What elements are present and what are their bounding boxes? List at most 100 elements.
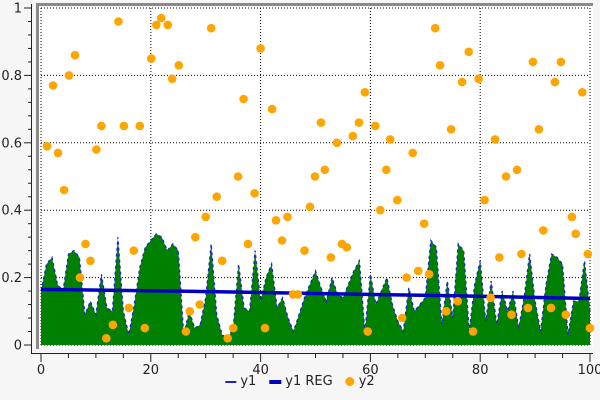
chart-legend: y1 y1 REG y2 bbox=[225, 374, 375, 389]
scatter-point-y2 bbox=[441, 307, 451, 316]
scatter-point-y2 bbox=[424, 269, 434, 279]
scatter-point-y2 bbox=[534, 125, 544, 134]
scatter-point-y2 bbox=[363, 327, 373, 336]
scatter-point-y2 bbox=[267, 104, 277, 114]
scatter-point-y2 bbox=[546, 303, 556, 313]
scatter-point-y2 bbox=[360, 88, 370, 97]
scatter-point-y2 bbox=[53, 148, 63, 158]
scatter-point-y2 bbox=[293, 290, 303, 299]
scatter-point-y2 bbox=[382, 165, 391, 175]
scatter-point-y2 bbox=[397, 313, 407, 323]
scatter-point-y2 bbox=[556, 57, 566, 67]
scatter-point-y2 bbox=[413, 266, 423, 276]
legend-label: y1 bbox=[240, 374, 257, 389]
scatter-point-y2 bbox=[124, 303, 134, 313]
scatter-point-y2 bbox=[578, 88, 587, 97]
scatter-point-y2 bbox=[453, 296, 463, 306]
scatter-point-y2 bbox=[585, 323, 595, 333]
scatter-point-y2 bbox=[217, 256, 227, 266]
scatter-point-y2 bbox=[135, 121, 145, 131]
scatter-point-y2 bbox=[501, 172, 511, 181]
x-tick-label: 0 bbox=[37, 363, 45, 378]
scatter-point-y2 bbox=[250, 189, 259, 198]
scatter-point-y2 bbox=[402, 273, 411, 282]
scatter-point-y2 bbox=[239, 94, 248, 104]
scatter-point-y2 bbox=[201, 212, 210, 222]
scatter-point-y2 bbox=[260, 323, 270, 333]
scatter-point-y2 bbox=[571, 229, 580, 239]
scatter-point-y2 bbox=[342, 243, 352, 252]
scatter-point-y2 bbox=[92, 145, 101, 154]
scatter-point-y2 bbox=[81, 239, 90, 249]
scatter-point-y2 bbox=[348, 131, 358, 141]
scatter-point-y2 bbox=[490, 135, 500, 144]
scatter-point-y2 bbox=[474, 74, 483, 84]
scatter-point-y2 bbox=[495, 253, 504, 262]
scatter-point-y2 bbox=[419, 219, 429, 228]
y-tick-label: 0.8 bbox=[1, 69, 22, 84]
scatter-point-y2 bbox=[271, 216, 281, 225]
legend-marker-dot-icon bbox=[345, 377, 355, 386]
scatter-point-y2 bbox=[393, 195, 402, 205]
scatter-point-y2 bbox=[129, 246, 139, 255]
x-tick-label: 100 bbox=[578, 363, 600, 378]
scatter-point-y2 bbox=[140, 323, 150, 333]
scatter-point-y2 bbox=[223, 334, 232, 343]
scatter-point-y2 bbox=[354, 118, 364, 127]
y-tick-label: 0.4 bbox=[1, 204, 22, 219]
legend-item-y1: y1 bbox=[225, 374, 256, 389]
regression-line-y1reg bbox=[40, 287, 591, 301]
scatter-point-y2 bbox=[480, 195, 489, 205]
legend-item-y1-reg: y1 REG bbox=[269, 374, 333, 389]
scatter-point-y2 bbox=[48, 81, 58, 90]
scatter-point-y2 bbox=[212, 192, 221, 201]
legend-item-y2: y2 bbox=[345, 374, 375, 389]
scatter-point-y2 bbox=[561, 310, 571, 320]
scatter-point-y2 bbox=[163, 20, 173, 30]
scatter-point-y2 bbox=[108, 320, 118, 330]
scatter-point-y2 bbox=[147, 54, 156, 63]
scatter-point-y2 bbox=[507, 310, 516, 320]
y-tick-label: 0.2 bbox=[1, 271, 22, 286]
scatter-point-y2 bbox=[75, 273, 85, 282]
scatter-point-y2 bbox=[59, 185, 69, 195]
scatter-point-y2 bbox=[517, 249, 526, 259]
scatter-point-y2 bbox=[195, 300, 204, 309]
scatter-point-y2 bbox=[430, 23, 440, 33]
scatter-point-y2 bbox=[64, 71, 74, 80]
scatter-point-y2 bbox=[156, 13, 166, 23]
scatter-point-y2 bbox=[70, 50, 80, 60]
scatter-point-y2 bbox=[167, 74, 177, 84]
scatter-point-y2 bbox=[119, 121, 129, 131]
scatter-point-y2 bbox=[332, 138, 342, 148]
scatter-point-y2 bbox=[181, 327, 191, 336]
scatter-point-y2 bbox=[539, 226, 548, 235]
x-tick-label: 40 bbox=[252, 363, 269, 378]
scatter-point-y2 bbox=[550, 77, 560, 87]
scatter-point-y2 bbox=[446, 125, 456, 134]
scatter-point-y2 bbox=[152, 20, 161, 30]
scatter-point-y2 bbox=[457, 77, 467, 87]
scatter-point-y2 bbox=[376, 205, 385, 215]
scatter-point-y2 bbox=[256, 44, 265, 53]
area-series-y1 bbox=[41, 233, 590, 345]
scatter-point-y2 bbox=[228, 323, 238, 333]
scatter-point-y2 bbox=[174, 61, 184, 70]
legend-marker-thick-line-icon bbox=[269, 379, 282, 384]
scatter-point-y2 bbox=[191, 232, 200, 242]
scatter-point-y2 bbox=[468, 327, 478, 336]
scatter-point-y2 bbox=[583, 249, 593, 259]
scatter-point-y2 bbox=[305, 202, 315, 212]
scatter-point-y2 bbox=[277, 236, 287, 245]
legend-marker-thin-line-icon bbox=[225, 380, 237, 383]
scatter-point-y2 bbox=[233, 172, 243, 181]
scatter-point-y2 bbox=[486, 293, 495, 303]
y-tick-label: 1 bbox=[14, 2, 22, 17]
scatter-point-y2 bbox=[97, 121, 106, 131]
scatter-point-y2 bbox=[206, 23, 216, 33]
x-tick-label: 60 bbox=[362, 363, 379, 378]
scatter-point-y2 bbox=[528, 57, 538, 67]
area-edge-y1 bbox=[40, 232, 591, 340]
scatter-point-y2 bbox=[42, 141, 52, 151]
